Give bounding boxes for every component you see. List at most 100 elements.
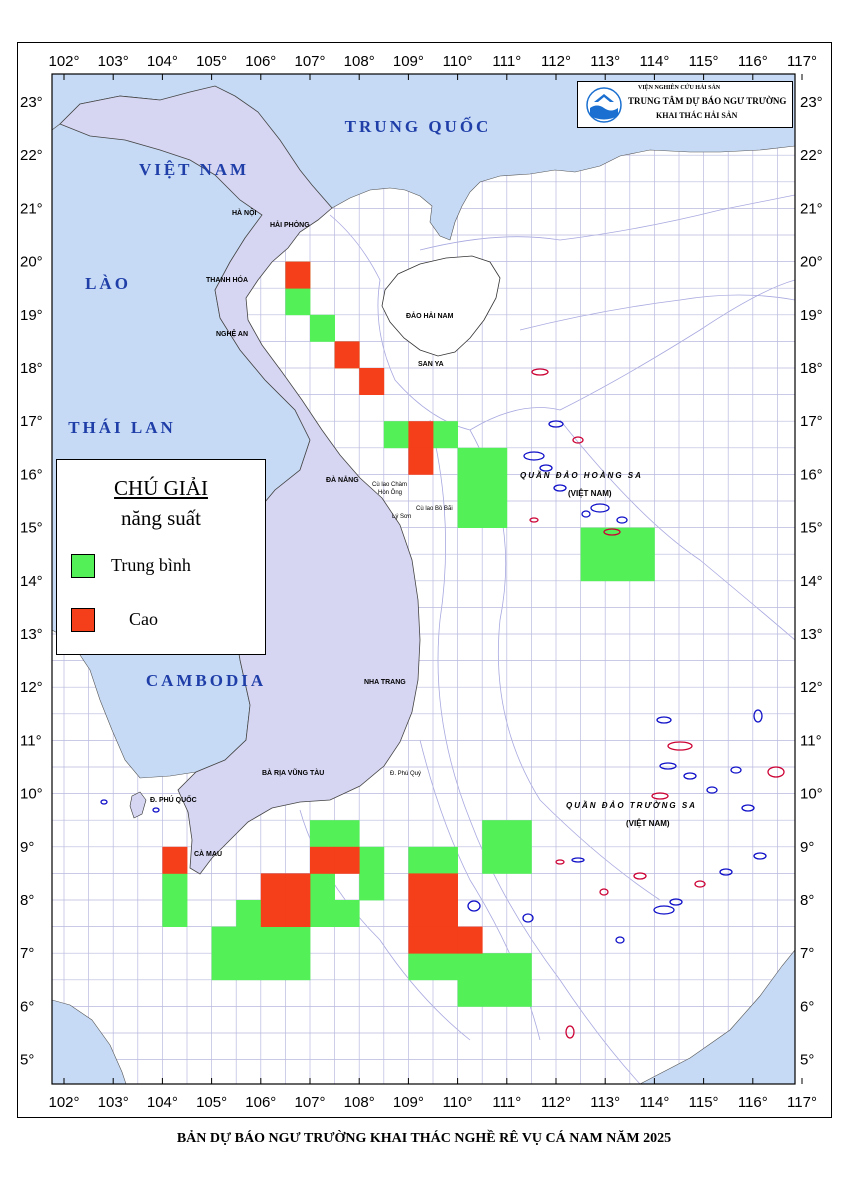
label-hoangsa-sub: (VIỆT NAM) [568,489,612,498]
reef-outline [753,852,767,860]
forecast-cell-medium [629,527,655,555]
reef-outline [467,900,481,912]
legend-title: CHÚ GIẢI [114,476,208,500]
lon-tick-bottom: 110° [443,1094,473,1111]
offshore-islands [100,368,785,1039]
forecast-cell-medium [482,447,508,475]
label-hanoi: HÀ NỘI [232,208,257,217]
reef-outline [706,786,718,794]
lat-tick-left: 18° [20,360,43,377]
forecast-cell-medium [482,820,508,848]
land-hainan [381,255,501,357]
reef-outline [523,451,545,461]
lat-tick-left: 22° [20,147,43,164]
forecast-cells [162,261,655,1007]
lat-tick-right: 19° [800,307,823,324]
island-phuquoc [129,791,147,819]
map-canvas[interactable]: 102° 102° 103° 103° 104° 104° 105° 105° 106° 106°… [0,0,848,1125]
institute-logo-icon [586,87,622,123]
forecast-cell-high [285,900,311,927]
forecast-cell-high [162,846,188,874]
forecast-cell-medium [482,979,508,1007]
label-vietnam: VIỆT NAM [139,160,249,179]
lon-tick-bottom: 113° [590,1094,620,1111]
forecast-cell-medium [457,979,483,1007]
lon-tick-bottom: 111° [492,1094,521,1111]
forecast-cell-medium [457,953,483,981]
forecast-cell-medium [482,846,508,874]
lon-tick-bottom: 103° [98,1094,129,1111]
lon-tick-top: 117° [787,53,817,70]
label-culaocham: Cù lao Chàm [372,482,407,488]
lat-tick-left: 17° [20,413,43,430]
forecast-cell-medium [236,953,262,981]
reef-outline [599,888,609,896]
reef-outline [548,420,564,428]
forecast-cell-high [408,926,434,954]
reef-outline [767,766,785,778]
forecast-cell-medium [334,900,360,927]
institute-logo-box: VIỆN NGHIÊN CỨU HẢI SẢN TRUNG TÂM DỰ BÁO… [577,81,793,128]
forecast-cell-medium [506,846,532,874]
forecast-cell-high [310,846,335,874]
lat-tick-right: 17° [800,413,823,430]
lat-tick-right: 7° [800,945,814,962]
forecast-cell-medium [285,288,311,316]
legend-swatch-medium [71,554,95,578]
lon-tick-bottom: 106° [245,1094,276,1111]
lon-tick-bottom: 116° [738,1094,768,1111]
reef-outline [651,792,669,800]
forecast-cell-medium [457,501,483,528]
forecast-cell-medium [457,474,483,502]
lon-tick-bottom: 108° [344,1094,375,1111]
forecast-cell-medium [310,820,335,848]
reef-outline [719,868,733,876]
lat-tick-left: 8° [20,892,34,909]
forecast-cell-high [359,368,385,395]
forecast-cell-high [334,846,360,874]
label-phuquy: Đ. Phú Quý [390,771,421,777]
reef-outline [565,1025,575,1039]
reef-outline [531,368,549,376]
reef-outline [633,872,647,880]
reef-outline [603,528,621,536]
lat-tick-left: 11° [20,732,42,749]
label-truongsa: QUẦN ĐẢO TRƯỜNG SA [566,800,697,810]
forecast-cell-medium [433,953,458,981]
label-nhatrang: NHA TRANG [364,679,406,686]
reef-outline [529,517,539,523]
isobath-line [559,419,795,641]
lon-tick-bottom: 114° [639,1094,669,1111]
lon-tick-bottom: 109° [393,1094,424,1111]
label-thailand: THÁI LAN [68,418,176,437]
lat-tick-left: 16° [20,466,43,483]
lat-tick-right: 10° [800,786,823,803]
lon-tick-bottom: 105° [196,1094,227,1111]
lon-tick-top: 116° [738,53,768,70]
isobath-line [419,194,795,251]
forecast-cell-medium [285,953,311,981]
forecast-cell-medium [260,926,286,954]
reef-outline [581,510,591,518]
lat-tick-right: 12° [800,679,823,696]
forecast-cell-medium [506,979,532,1007]
reef-outline [571,857,585,863]
label-hoangsa: QUẦN ĐẢO HOÀNG SA [520,470,643,480]
reef-outline [555,859,565,865]
forecast-cell-medium [580,554,606,582]
forecast-cell-medium [310,314,335,342]
reef-outline [683,772,697,780]
forecast-cell-medium [359,846,385,874]
reef-outline [669,898,683,906]
forecast-cell-medium [482,474,508,502]
lon-tick-top: 113° [590,53,620,70]
label-nghean: NGHỆ AN [216,329,248,338]
forecast-cell-medium [285,926,311,954]
legend-swatch-high [71,608,95,632]
land-borneo [639,949,795,1084]
lon-tick-top: 109° [393,53,424,70]
reef-outline [753,709,763,723]
forecast-cell-medium [482,501,508,528]
forecast-cell-high [433,926,458,954]
legend-label-high: Cao [129,609,158,629]
